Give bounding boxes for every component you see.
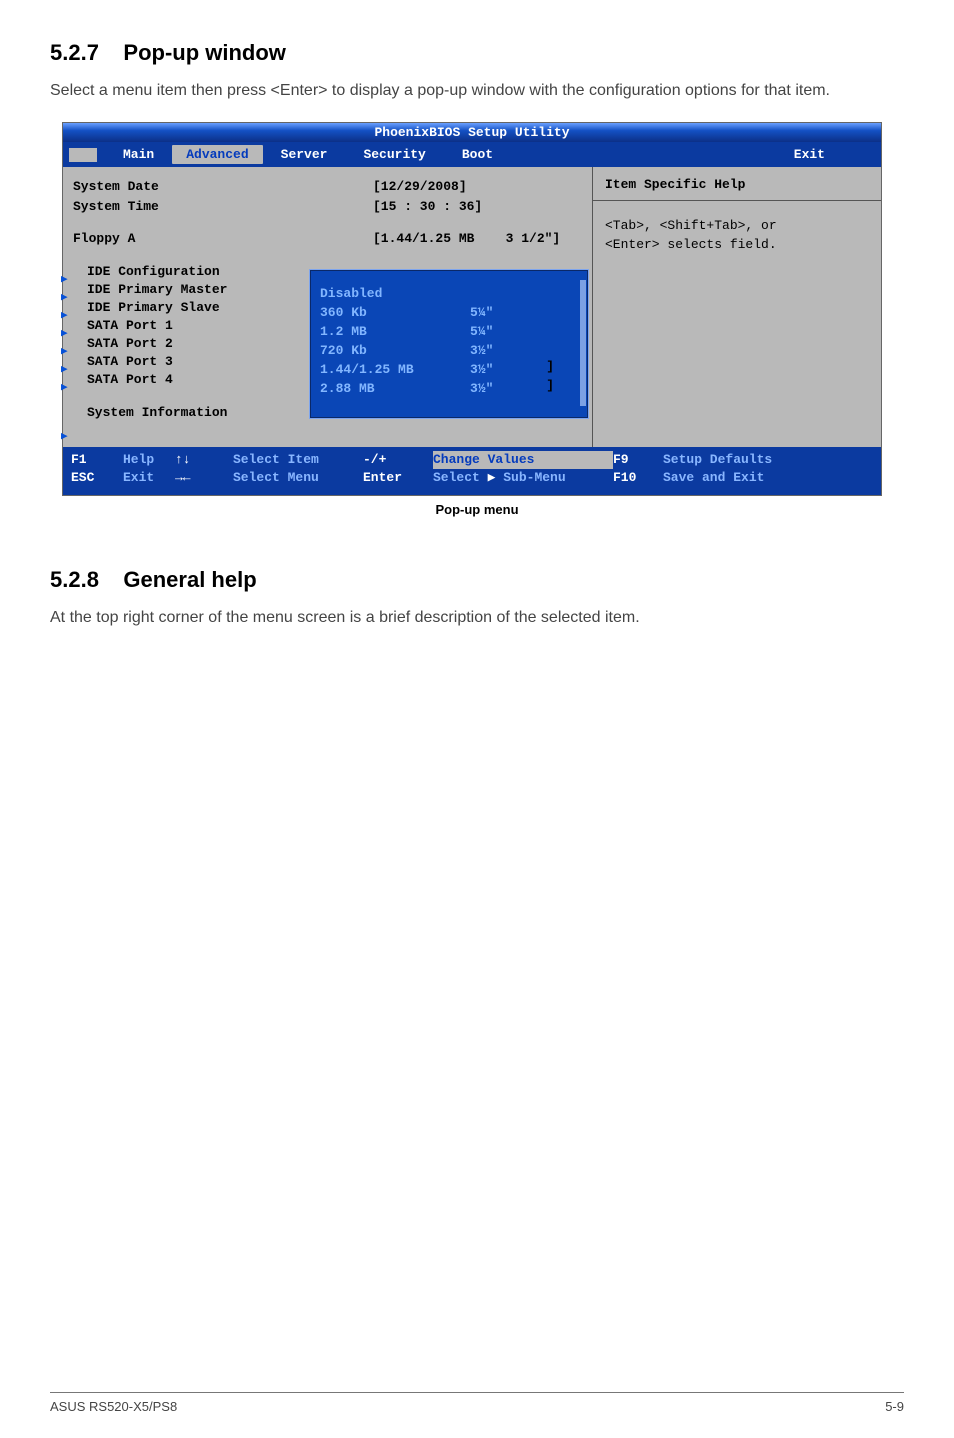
footer-keys: F9 F10 [613, 451, 663, 487]
popup-option[interactable]: 2.88 MB3½" [320, 379, 578, 398]
footer-labels: Setup Defaults Save and Exit [663, 451, 772, 487]
bios-menubar: Main Advanced Server Security Boot Exit [63, 142, 881, 167]
section-paragraph: Select a menu item then press <Enter> to… [50, 80, 904, 102]
popup-option[interactable]: Disabled [320, 284, 578, 303]
footer-labels: Select Item Select Menu [233, 451, 363, 487]
tab-boot[interactable]: Boot [444, 147, 511, 162]
row-system-time[interactable]: System Time [15 : 30 : 36] [73, 197, 588, 217]
tab-advanced[interactable]: Advanced [172, 145, 262, 164]
figure-caption: Pop-up menu [50, 502, 904, 517]
label-system-date: System Date [73, 177, 373, 197]
row-floppy[interactable]: Floppy A [1.44/1.25 MB 3 1/2"] [73, 229, 588, 249]
value-system-date: [12/29/2008] [373, 177, 467, 197]
popup-scrollbar[interactable] [580, 280, 586, 406]
footer-labels: Help Exit [123, 451, 175, 487]
label-floppy: Floppy A [73, 229, 373, 249]
footer-keys: ↑↓ →← [175, 451, 233, 487]
submenu-arrow-icon: ▶ [61, 429, 68, 443]
footer-page-number: 5-9 [885, 1399, 904, 1414]
section-title: Pop-up window [123, 40, 286, 65]
bios-left-pane: System Date [12/29/2008] System Time [15… [63, 167, 592, 447]
section-paragraph: At the top right corner of the menu scre… [50, 607, 904, 629]
help-title: Item Specific Help [605, 177, 869, 192]
popup-menu[interactable]: Disabled 360 Kb5¼" 1.2 MB5¼" 720 Kb3½" 1… [309, 269, 589, 419]
bios-body: System Date [12/29/2008] System Time [15… [63, 167, 881, 447]
value-floppy: [1.44/1.25 MB 3 1/2"] [373, 229, 560, 249]
menubar-stub [69, 148, 97, 162]
section-heading: 5.2.7 Pop-up window [50, 40, 904, 66]
popup-option[interactable]: 360 Kb5¼" [320, 303, 578, 322]
help-body: <Tab>, <Shift+Tab>, or <Enter> selects f… [605, 217, 869, 253]
section-title: General help [123, 567, 256, 592]
tab-main[interactable]: Main [105, 147, 172, 162]
bios-footer: F1 ESC Help Exit ↑↓ →← Select Item Selec… [63, 447, 881, 495]
row-system-date[interactable]: System Date [12/29/2008] [73, 177, 588, 197]
section-heading: 5.2.8 General help [50, 567, 904, 593]
hidden-brackets: ] ] [546, 357, 554, 395]
page-footer: ASUS RS520-X5/PS8 5-9 [50, 1392, 904, 1414]
footer-keys: F1 ESC [71, 451, 123, 487]
footer-labels: Change Values Select ▶ Sub-Menu [433, 451, 613, 487]
tab-server[interactable]: Server [263, 147, 346, 162]
bios-titlebar: PhoenixBIOS Setup Utility [63, 123, 881, 142]
bios-help-pane: Item Specific Help <Tab>, <Shift+Tab>, o… [592, 167, 881, 447]
label-system-time: System Time [73, 197, 373, 217]
tab-security[interactable]: Security [345, 147, 443, 162]
footer-product: ASUS RS520-X5/PS8 [50, 1399, 177, 1414]
value-system-time: [15 : 30 : 36] [373, 197, 482, 217]
footer-keys: -/+ Enter [363, 451, 433, 487]
tab-exit[interactable]: Exit [776, 147, 875, 162]
bios-window: PhoenixBIOS Setup Utility Main Advanced … [62, 122, 882, 496]
footer-select-submenu: Select ▶ Sub-Menu [433, 469, 613, 487]
popup-option[interactable]: 720 Kb3½" [320, 341, 578, 360]
section-number: 5.2.8 [50, 567, 99, 592]
popup-option[interactable]: 1.2 MB5¼" [320, 322, 578, 341]
popup-option[interactable]: 1.44/1.25 MB3½" [320, 360, 578, 379]
footer-change-values: Change Values [433, 451, 613, 469]
submenu-arrows: ▶▶▶▶▶▶▶ [61, 271, 68, 397]
section-number: 5.2.7 [50, 40, 99, 65]
